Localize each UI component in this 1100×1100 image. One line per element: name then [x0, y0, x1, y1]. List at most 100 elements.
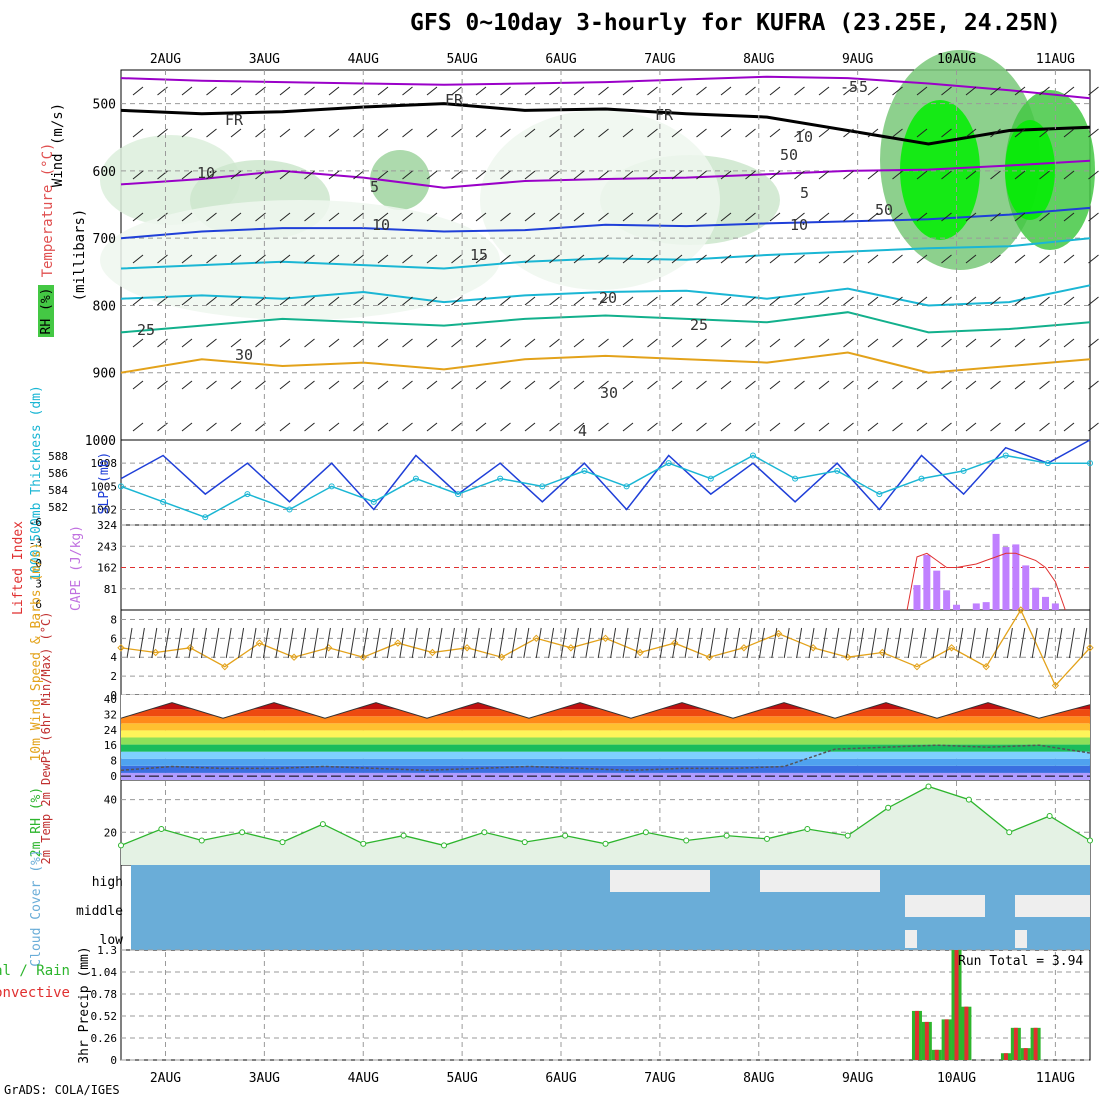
wind-barb [402, 86, 413, 96]
wind-barb [794, 254, 805, 264]
wind-speed-point [705, 653, 714, 661]
wind-barb-10m [833, 627, 840, 659]
wind-barb [524, 128, 536, 138]
wind-barb [524, 254, 536, 264]
wind-barb [843, 170, 854, 180]
wind-barb [573, 212, 585, 222]
cape-bar [1012, 544, 1020, 610]
wind-barb [892, 128, 903, 138]
wind-barb [230, 338, 242, 348]
wind-barb [426, 128, 438, 138]
wind-barb-10m [486, 627, 493, 659]
wind-barb [671, 254, 683, 264]
precip-tick-0: 0 [110, 1054, 117, 1067]
thickness-point [581, 467, 588, 474]
slp-ylabel: SLP (mb) [97, 452, 112, 515]
wind-barb [818, 170, 830, 180]
wind-barb [500, 128, 511, 138]
wind-barb [328, 170, 340, 180]
wind-barb [1039, 86, 1050, 96]
wind-barb-10m [622, 627, 629, 659]
wind-barb [1014, 128, 1026, 138]
wind-barb [794, 338, 805, 348]
wind-barb [916, 212, 928, 222]
temp-line [120, 702, 1091, 719]
slp-tick-1002: 1002 [91, 504, 118, 517]
wind-barb [304, 170, 315, 180]
wind-barb [304, 128, 315, 138]
wind-barb [524, 296, 536, 306]
pressure-tick-600: 600 [93, 165, 116, 180]
slp-line-Thickness [120, 454, 1090, 519]
wind-barb [451, 212, 462, 222]
wind-barb [647, 86, 658, 96]
wind-barb [1088, 380, 1099, 390]
pressure-tick-700: 700 [93, 232, 116, 247]
wind-barb [402, 254, 413, 264]
wind-speed-point [740, 644, 748, 652]
contour-label: 10 [197, 164, 215, 182]
wind-barb-10m [734, 627, 741, 659]
wind-barb [696, 128, 707, 138]
wind-barb [1039, 380, 1050, 390]
wind-barb-10m [696, 627, 703, 659]
wind-speed-point [290, 653, 298, 661]
wind-barb-10m [324, 627, 331, 659]
wind-barb [867, 422, 879, 432]
wind-barb [867, 86, 879, 96]
contour-label: 30 [235, 346, 253, 364]
wind-barb [451, 86, 462, 96]
wind-barb [622, 422, 634, 432]
wind-barb [132, 212, 144, 222]
wind-barb [867, 380, 879, 390]
thickness-point [665, 460, 672, 467]
wind-barb [1088, 212, 1099, 222]
wind-barb [965, 296, 977, 306]
day-label-top-8AUG: 8AUG [743, 52, 774, 67]
wind-barb [328, 128, 340, 138]
wind-barb [549, 128, 560, 138]
wind-barb [426, 422, 438, 432]
panel-frame-slp-thickness [120, 439, 1091, 526]
wind-barb [1063, 338, 1075, 348]
wind-barb-10m [982, 627, 989, 659]
wind-barb [990, 170, 1001, 180]
wind-speed-point [982, 662, 990, 671]
thickness-point [876, 491, 883, 498]
wind-barb [573, 170, 585, 180]
wind-barb [916, 86, 928, 96]
wind-barb [451, 338, 462, 348]
wind-barb [402, 296, 413, 306]
rh-point [400, 832, 407, 839]
wind-barb-10m [1031, 627, 1038, 659]
wind-barb [916, 422, 928, 432]
wind-barb [573, 86, 585, 96]
day-label-top-3AUG: 3AUG [249, 52, 280, 67]
wind-barb [720, 422, 732, 432]
wind-barb [990, 422, 1001, 432]
wind-barb [1014, 380, 1026, 390]
wind-barb-10m [560, 627, 567, 659]
wind-barb [230, 380, 242, 390]
li-tick-0: 0 [35, 557, 42, 570]
thickness-tick-586: 586 [48, 467, 68, 480]
wind-speed-point [151, 648, 160, 657]
wind-barb [524, 338, 536, 348]
wind-barb [794, 170, 805, 180]
rh-point [642, 829, 649, 836]
wind-barb [500, 296, 511, 306]
wind-barb [598, 86, 609, 96]
wind-barb [1063, 212, 1075, 222]
temp-tick-32: 32 [104, 708, 117, 721]
wind-barb [598, 422, 609, 432]
wind-barb [892, 422, 903, 432]
contour-25 [120, 311, 1091, 334]
wind-barb [965, 212, 977, 222]
thickness-point [749, 452, 756, 459]
wind-barb [255, 128, 266, 138]
wind-barb-10m [659, 627, 666, 659]
rh-point [844, 832, 851, 839]
li-tick-6: 6 [35, 598, 42, 611]
wind-barb [328, 338, 340, 348]
wind-barb [230, 296, 242, 306]
